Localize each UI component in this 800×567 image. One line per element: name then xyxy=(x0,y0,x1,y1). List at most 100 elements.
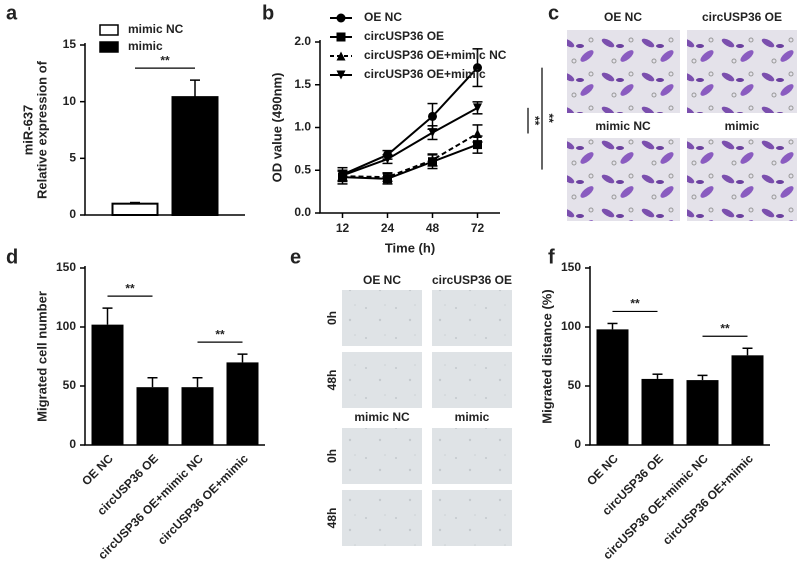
legend-label: mimic NC xyxy=(128,22,184,36)
significance-label: ** xyxy=(160,53,170,67)
x-tick-label: 72 xyxy=(471,221,485,235)
panel-label: e xyxy=(290,246,301,268)
panel-label: d xyxy=(6,246,18,268)
y-axis-label: OD value (490nm) xyxy=(269,73,284,183)
series-line xyxy=(342,143,478,180)
y-tick-label: 150 xyxy=(56,260,76,274)
bar xyxy=(596,329,629,445)
bar xyxy=(181,387,214,445)
y-tick-label: 100 xyxy=(56,319,76,333)
legend-label: OE NC xyxy=(364,10,402,24)
micrograph xyxy=(687,138,797,221)
marker xyxy=(383,172,392,182)
significance-label: ** xyxy=(720,321,730,335)
panel-label: a xyxy=(6,2,18,24)
bar xyxy=(111,202,159,217)
x-tick-label: circUSP36 OE+mimic xyxy=(155,451,251,547)
wound-image xyxy=(342,352,422,408)
y-tick-label: 0 xyxy=(574,437,581,451)
marker xyxy=(428,111,437,121)
marker xyxy=(336,51,346,61)
row-label: 48h xyxy=(325,508,339,529)
image-label: mimic NC xyxy=(595,119,651,133)
micrograph xyxy=(687,30,797,113)
wound-image xyxy=(432,290,512,346)
significance-label: ** xyxy=(542,113,556,123)
wound-image xyxy=(432,352,512,408)
image-label: mimic xyxy=(725,119,760,133)
wound-image xyxy=(342,428,422,484)
y-tick-label: 2.0 xyxy=(294,34,311,48)
y-tick-label: 100 xyxy=(561,319,581,333)
y-axis-label: miR-637 xyxy=(20,105,35,156)
panel-label: f xyxy=(548,246,555,268)
bar xyxy=(136,387,169,445)
row-label: 0h xyxy=(325,449,339,463)
y-tick-label: 0 xyxy=(69,207,76,221)
panel-label: b xyxy=(262,2,274,24)
axes xyxy=(84,43,245,216)
y-axis-label: Relative expression of xyxy=(34,60,49,199)
significance-label: ** xyxy=(528,116,542,126)
marker xyxy=(336,70,346,80)
image-label: OE NC xyxy=(363,273,401,287)
y-tick-label: 0 xyxy=(69,437,76,451)
image-label: OE NC xyxy=(604,10,642,24)
marker xyxy=(428,128,437,138)
image-label: circUSP36 OE xyxy=(432,273,512,287)
y-tick-label: 5 xyxy=(69,151,76,165)
image-label: circUSP36 OE xyxy=(702,10,782,24)
bar xyxy=(171,96,219,216)
marker xyxy=(336,13,346,23)
y-tick-label: 50 xyxy=(568,378,582,392)
y-tick-label: 1.5 xyxy=(294,77,311,91)
x-tick-label: 24 xyxy=(381,221,395,235)
axes xyxy=(319,40,500,214)
wound-image xyxy=(342,490,422,546)
y-tick-label: 150 xyxy=(561,260,581,274)
legend-label: circUSP36 OE+mimic xyxy=(364,67,486,81)
marker xyxy=(473,63,482,73)
bar xyxy=(686,380,719,445)
marker xyxy=(473,128,482,138)
image-label: mimic NC xyxy=(354,410,410,424)
series-line xyxy=(342,66,479,176)
row-label: 0h xyxy=(325,311,339,325)
significance-label: ** xyxy=(215,327,225,341)
bar xyxy=(226,362,259,445)
image-label: mimic xyxy=(455,410,490,424)
y-tick-label: 10 xyxy=(63,94,77,108)
marker xyxy=(338,170,347,180)
legend-label: circUSP36 OE+mimic NC xyxy=(364,48,507,62)
x-tick-label: circUSP36 OE+mimic xyxy=(660,451,756,547)
legend-swatch xyxy=(99,41,119,53)
significance-label: ** xyxy=(630,297,640,311)
legend-label: mimic xyxy=(128,39,163,53)
x-tick-label: 12 xyxy=(336,221,350,235)
row-label: 48h xyxy=(325,370,339,391)
wound-image xyxy=(432,428,512,484)
bar xyxy=(91,324,124,445)
bar xyxy=(731,355,764,445)
wound-image xyxy=(432,490,512,546)
marker xyxy=(428,155,437,165)
y-tick-label: 15 xyxy=(63,37,77,51)
marker xyxy=(383,154,392,164)
y-tick-label: 0.0 xyxy=(294,205,311,219)
y-tick-label: 50 xyxy=(63,378,77,392)
legend-label: circUSP36 OE xyxy=(364,29,444,43)
x-axis-label: Time (h) xyxy=(385,240,435,255)
significance-label: ** xyxy=(125,281,135,295)
marker xyxy=(336,32,346,42)
y-tick-label: 1.0 xyxy=(294,120,311,134)
marker xyxy=(473,140,482,150)
bar xyxy=(641,378,674,445)
micrograph xyxy=(567,30,680,113)
y-axis-label: Migrated cell number xyxy=(34,291,49,422)
x-tick-label: OE NC xyxy=(584,451,621,488)
series-line xyxy=(342,106,478,177)
wound-image xyxy=(342,290,422,346)
x-tick-label: 48 xyxy=(426,221,440,235)
y-tick-label: 0.5 xyxy=(294,162,311,176)
